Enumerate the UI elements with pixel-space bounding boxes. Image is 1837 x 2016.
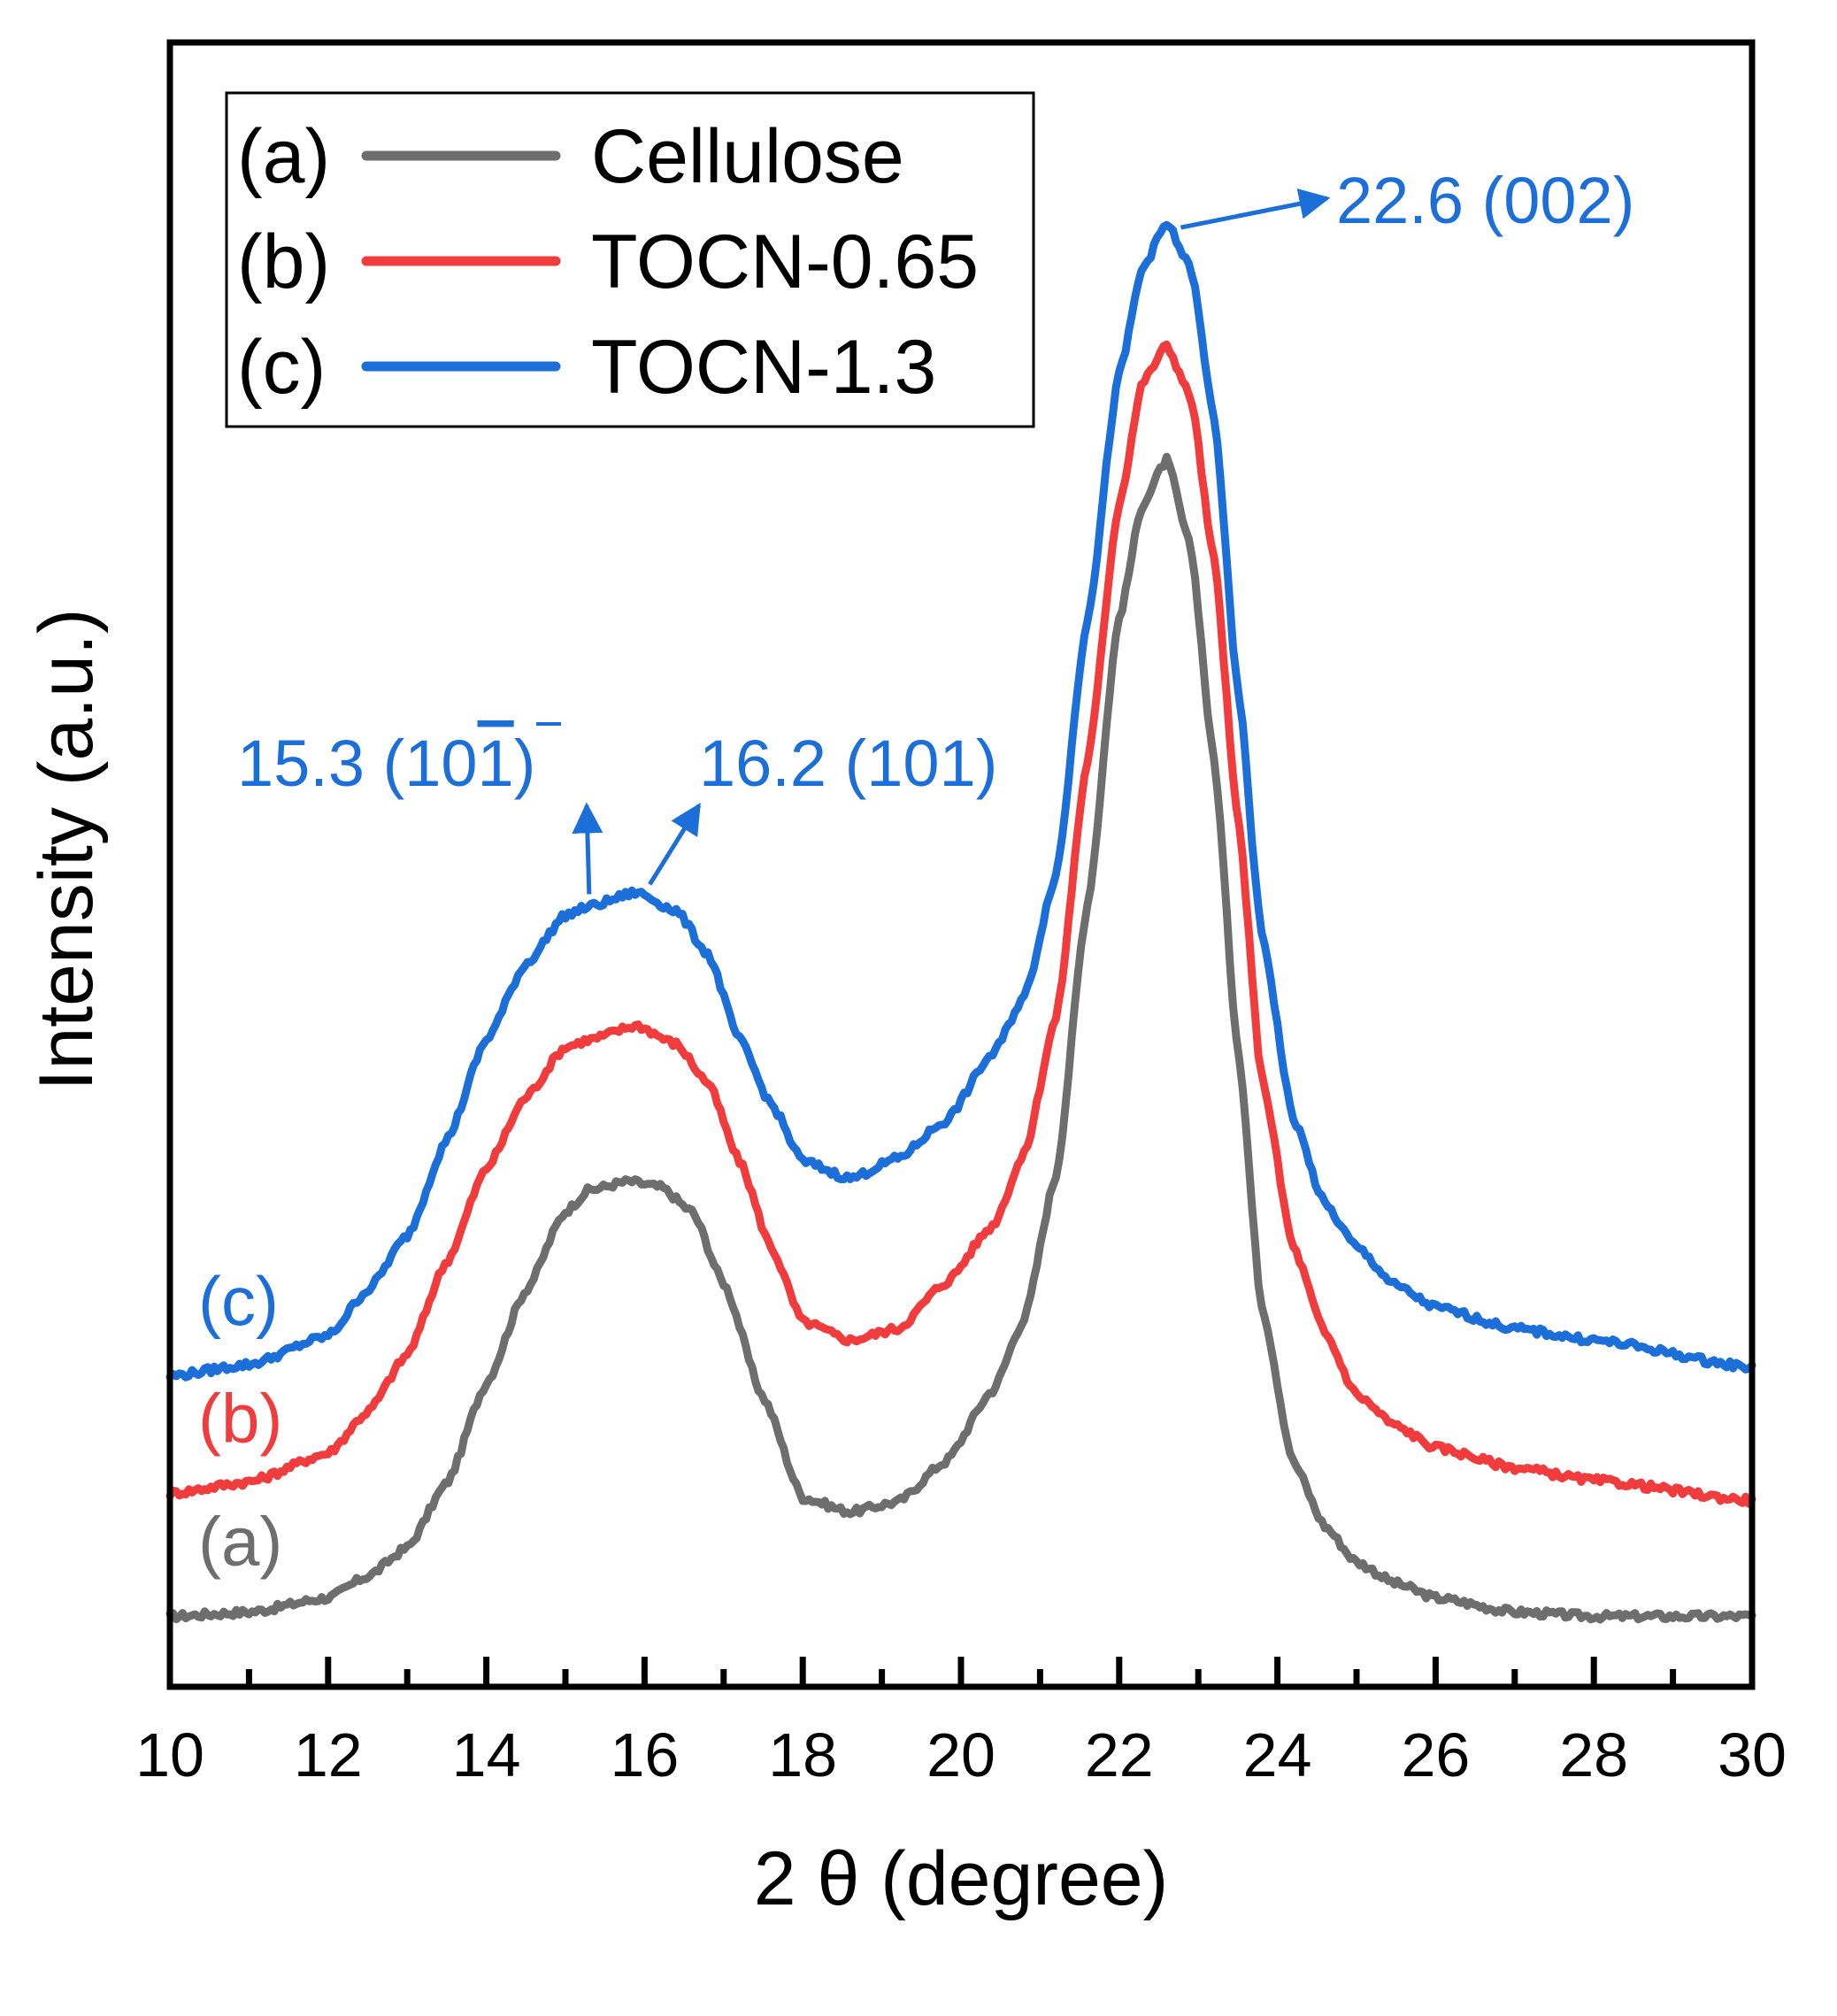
legend: (a) Cellulose (b) TOCN-0.65 (c) TOCN-1.3 xyxy=(225,91,1035,428)
annotation-label: 15.3 (101) xyxy=(237,727,535,800)
series-line-cellulose xyxy=(165,452,1756,1624)
annotation-label: 16.2 (101) xyxy=(699,727,997,800)
x-tick-label: 24 xyxy=(1243,1720,1312,1789)
legend-tag: (b) xyxy=(237,219,330,304)
x-tick-label: 22 xyxy=(1085,1720,1154,1789)
series-line-tocn-1-3 xyxy=(165,220,1756,1381)
series-line-tocn-0-65 xyxy=(165,340,1756,1508)
curve-label: (a) xyxy=(198,1502,282,1580)
x-tick-label: 28 xyxy=(1559,1720,1628,1789)
x-tick-label: 26 xyxy=(1401,1720,1470,1789)
x-axis-title: 2 θ (degree) xyxy=(754,1836,1169,1921)
x-tick-label: 20 xyxy=(926,1720,995,1789)
plot-frame xyxy=(166,39,1756,1690)
legend-tag: (a) xyxy=(237,114,330,199)
curve-label: (b) xyxy=(198,1379,282,1457)
curve-labels: (a) (b) (c) xyxy=(198,1262,282,1581)
y-axis-title: Intensity (a.u.) xyxy=(24,609,109,1091)
x-tick-label: 10 xyxy=(135,1720,204,1789)
x-tick-label: 14 xyxy=(452,1720,521,1789)
curve-label: (c) xyxy=(198,1262,279,1340)
x-tick-label: 16 xyxy=(610,1720,679,1789)
annotation-arrow xyxy=(1180,189,1331,230)
legend-tag: (c) xyxy=(237,325,326,410)
x-tick-label: 12 xyxy=(294,1720,363,1789)
legend-box xyxy=(225,91,1035,428)
x-axis-ticks: 10 12 14 16 18 20 22 24 26 28 30 xyxy=(135,1657,1787,1789)
peak-annotations: 22.6 (002) 15.3 (101) 16.2 (101) xyxy=(237,164,1634,895)
annotation-label: 22.6 (002) xyxy=(1336,164,1634,237)
legend-entry: Cellulose xyxy=(591,114,904,199)
series-curves xyxy=(165,220,1756,1624)
annotation-arrow xyxy=(648,803,702,886)
x-tick-label: 30 xyxy=(1718,1720,1787,1789)
x-tick-label: 18 xyxy=(768,1720,837,1789)
legend-entry: TOCN-0.65 xyxy=(591,219,979,304)
annotation-arrow xyxy=(572,802,603,895)
legend-entry: TOCN-1.3 xyxy=(591,325,936,410)
